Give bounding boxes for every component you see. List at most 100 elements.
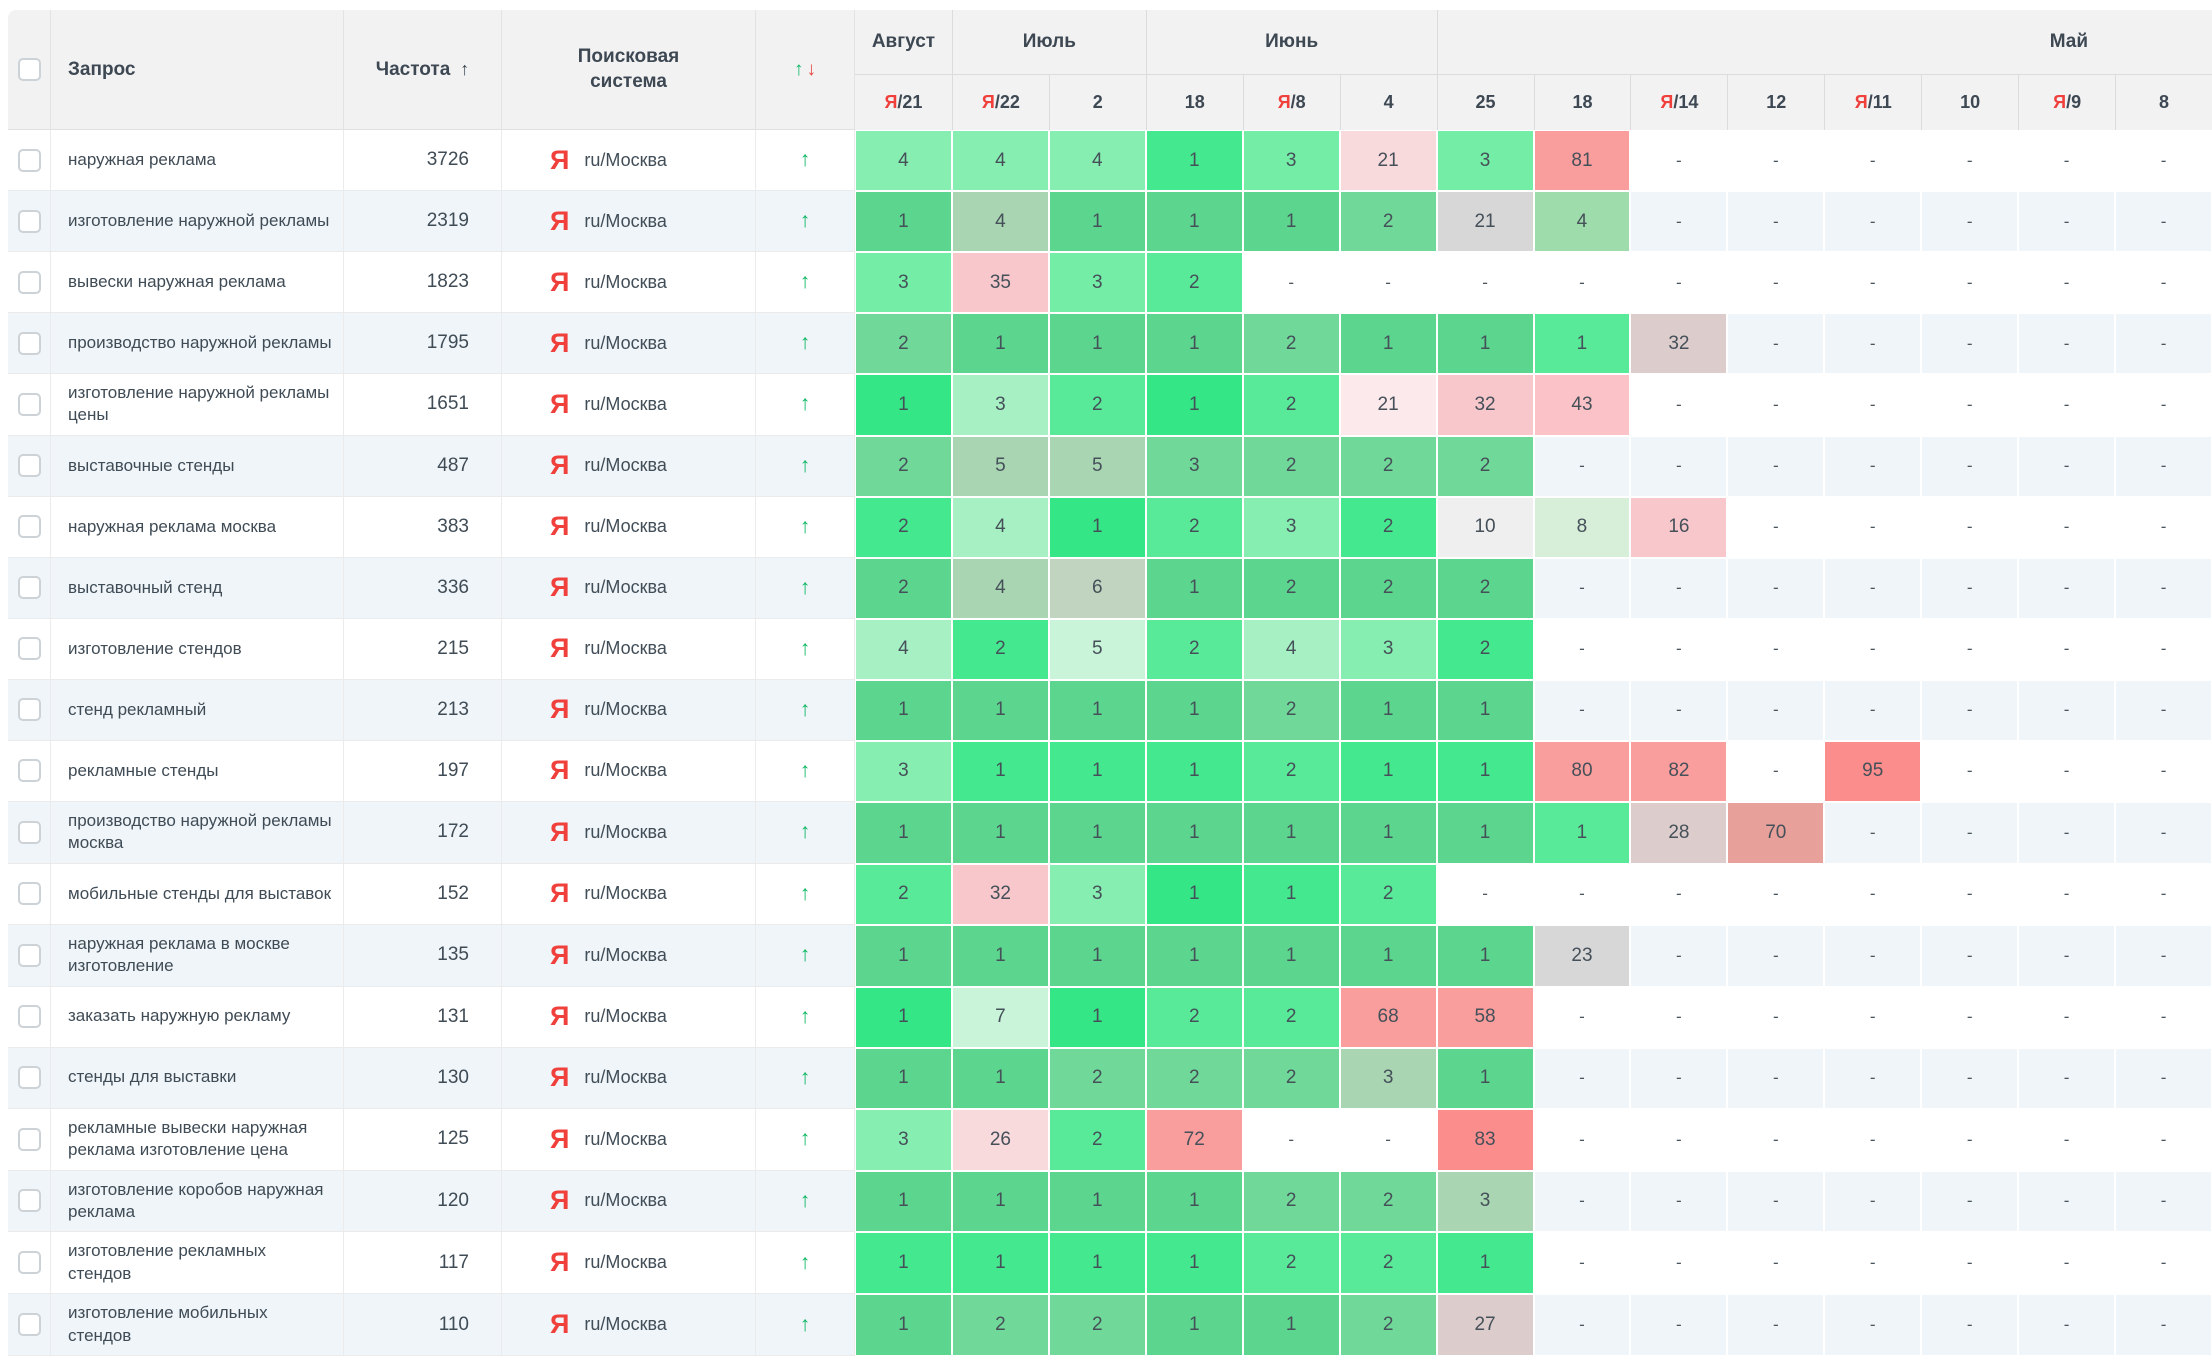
position-cell: 1 [1048, 740, 1146, 802]
row-checkbox[interactable] [17, 820, 41, 844]
engine-region-label: ru/Москва [584, 1314, 667, 1335]
position-cell: - [1727, 1294, 1825, 1357]
query-cell[interactable]: вывески наружная реклама [51, 252, 344, 313]
position-cell: - [1921, 863, 2019, 925]
position-cell: 3 [855, 740, 952, 802]
date-column-header[interactable]: 12 [1727, 74, 1825, 130]
position-cell: - [1921, 252, 2019, 313]
position-cell: 2 [1145, 252, 1243, 313]
query-cell[interactable]: производство наружной рекламы [51, 313, 344, 374]
query-cell[interactable]: выставочные стенды [51, 435, 344, 497]
position-cell: - [2018, 801, 2116, 864]
position-cell: - [1824, 1108, 1922, 1171]
trend-up-icon: ↑ [799, 392, 811, 416]
position-cell: 1 [1145, 801, 1243, 864]
query-cell[interactable]: заказать наружную рекламу [51, 986, 344, 1048]
query-cell[interactable]: изготовление наружной рекламы [51, 191, 344, 252]
yandex-icon: Я [550, 1001, 570, 1032]
row-checkbox[interactable] [17, 331, 41, 355]
query-cell[interactable]: изготовление коробов наружная реклама [51, 1170, 344, 1233]
column-header-query[interactable]: Запрос [51, 10, 344, 130]
position-cell: - [2018, 679, 2116, 741]
date-column-header[interactable]: Я/14 [1630, 74, 1728, 130]
position-cell: - [2115, 1232, 2212, 1295]
row-checkbox[interactable] [17, 515, 41, 539]
date-column-header[interactable]: Я/21 [855, 74, 952, 130]
query-cell[interactable]: стенд рекламный [51, 679, 344, 741]
row-checkbox[interactable] [17, 698, 41, 722]
query-cell[interactable]: наружная реклама [51, 130, 344, 191]
trend-up-icon: ↑ [799, 820, 811, 844]
row-checkbox[interactable] [17, 1066, 41, 1090]
query-cell[interactable]: мобильные стенды для выставок [51, 863, 344, 925]
row-checkbox[interactable] [17, 454, 41, 478]
position-cell: - [2115, 252, 2212, 313]
position-cell: 2 [951, 618, 1049, 680]
date-column-header[interactable]: 2 [1048, 74, 1146, 130]
date-column-header[interactable]: Я/8 [1242, 74, 1340, 130]
row-checkbox[interactable] [17, 637, 41, 661]
row-checkbox[interactable] [17, 270, 41, 294]
query-cell[interactable]: изготовление наружной рекламы цены [51, 374, 344, 436]
row-checkbox[interactable] [17, 209, 41, 233]
query-cell[interactable]: рекламные стенды [51, 740, 344, 802]
date-column-header[interactable]: 4 [1339, 74, 1437, 130]
position-cell: - [1727, 740, 1825, 802]
date-column-header[interactable]: Я/9 [2018, 74, 2116, 130]
query-cell[interactable]: изготовление стендов [51, 618, 344, 680]
row-checkbox[interactable] [17, 392, 41, 416]
row-checkbox[interactable] [17, 1189, 41, 1213]
position-cell: 80 [1533, 740, 1631, 802]
row-checkbox[interactable] [17, 1127, 41, 1151]
yandex-update-icon: Я [1854, 92, 1868, 112]
date-column-header[interactable]: 18 [1533, 74, 1631, 130]
query-cell[interactable]: наружная реклама москва [51, 496, 344, 558]
position-cell: 3 [1339, 618, 1437, 680]
position-cell: - [1921, 1294, 2019, 1357]
date-column-header[interactable]: 8 [2115, 74, 2212, 130]
query-cell[interactable]: изготовление мобильных стендов [51, 1294, 344, 1357]
date-column-header[interactable]: Я/11 [1824, 74, 1922, 130]
query-cell[interactable]: стенды для выставки [51, 1047, 344, 1109]
row-checkbox[interactable] [17, 882, 41, 906]
row-checkbox[interactable] [17, 1005, 41, 1029]
query-cell[interactable]: производство наружной рекламы москва [51, 801, 344, 864]
row-checkbox[interactable] [17, 148, 41, 172]
position-cell: 1 [951, 740, 1049, 802]
position-cell: 2 [1339, 191, 1437, 252]
position-cell: - [1533, 986, 1631, 1048]
sort-asc-icon[interactable]: ↑ [460, 59, 470, 79]
column-header-trend[interactable]: ↑ ↓ [756, 10, 855, 130]
position-cell: 43 [1533, 374, 1631, 436]
position-cell: 1 [1145, 557, 1243, 619]
row-checkbox[interactable] [17, 576, 41, 600]
date-column-header[interactable]: 25 [1436, 74, 1534, 130]
query-cell[interactable]: изготовление рекламных стендов [51, 1232, 344, 1295]
column-header-frequency[interactable]: Частота ↑ [344, 10, 502, 130]
trend-up-icon: ↑ [799, 1250, 811, 1274]
position-cell: - [1339, 252, 1437, 313]
query-cell[interactable]: наружная реклама в москве изготовление [51, 924, 344, 987]
date-column-header[interactable]: 18 [1145, 74, 1243, 130]
date-label: 18 [1184, 92, 1205, 112]
date-column-header[interactable]: Я/22 [951, 74, 1049, 130]
query-cell[interactable]: выставочный стенд [51, 557, 344, 619]
row-checkbox[interactable] [17, 1313, 41, 1337]
position-cell: 27 [1436, 1294, 1534, 1357]
date-label: 18 [1572, 92, 1593, 112]
trend-up-icon: ↑ [799, 514, 811, 538]
date-column-header[interactable]: 10 [1921, 74, 2019, 130]
yandex-icon: Я [550, 572, 570, 603]
row-checkbox[interactable] [17, 1251, 41, 1275]
position-cell: - [2018, 618, 2116, 680]
position-cell: 4 [1533, 191, 1631, 252]
select-all-checkbox[interactable] [17, 58, 41, 81]
position-cell: - [1824, 863, 1922, 925]
row-checkbox[interactable] [17, 943, 41, 967]
frequency-cell: 1651 [344, 374, 502, 436]
column-header-search-engine[interactable]: Поисковая система [502, 10, 756, 130]
row-checkbox[interactable] [17, 759, 41, 783]
query-cell[interactable]: рекламные вывески наружная реклама изгот… [51, 1108, 344, 1171]
position-cell: - [1824, 986, 1922, 1048]
position-cell: - [1727, 924, 1825, 987]
